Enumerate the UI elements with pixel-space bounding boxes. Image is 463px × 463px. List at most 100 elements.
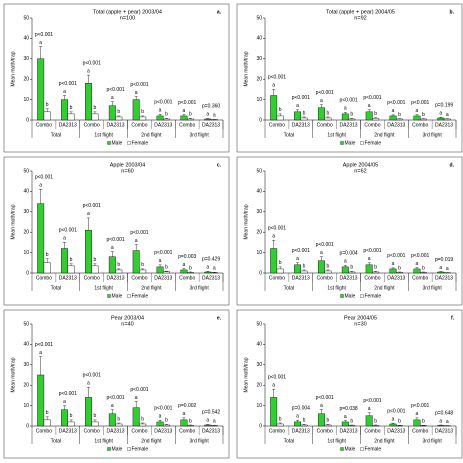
significance-letter: b [350,112,353,118]
x-tick-label: DA2313 [387,428,405,434]
p-value: p<0.001 [106,87,124,93]
y-axis-label: Mean moth/trap [243,51,249,86]
p-value: p<0.001 [35,175,53,181]
p-value: p=0.360 [202,104,220,110]
significance-letter: a [159,258,162,264]
group-label: 1st flight [94,132,113,138]
significance-letter: a [392,108,395,114]
y-tick-label: 40 [256,36,262,42]
bar [180,115,188,121]
x-tick-label: Combo [317,122,333,128]
significance-letter: b [117,262,120,268]
p-value: p<0.001 [316,242,334,248]
y-tick-label: 50 [23,15,29,21]
y-tick-label: 30 [256,362,262,368]
bar [413,115,421,121]
legend-swatch [340,294,344,298]
panel-title: Total (apple + pear) 2004/05 [326,9,395,15]
bar [180,419,188,427]
bar [341,421,349,427]
legend-label: Male [345,446,356,452]
legend-swatch [360,141,364,145]
significance-letter: a [272,383,275,389]
legend-label: Female [365,140,382,146]
p-value: p<0.001 [178,100,196,106]
p-value: p<0.001 [59,228,77,234]
y-tick-label: 50 [256,15,262,21]
bar [43,419,51,427]
significance-letter: a [135,395,138,401]
panel-frame [236,309,463,459]
legend-label: Female [365,446,382,452]
bar [163,271,171,274]
bar [210,425,218,427]
bar [204,118,212,121]
x-tick-label: DA2313 [340,122,358,128]
panel-title: Total (apple + pear) 2003/04 [93,9,162,15]
significance-letter: b [189,112,192,118]
legend-label: Male [112,446,123,452]
significance-letter: b [279,416,282,422]
bar [276,115,284,121]
significance-letter: b [303,263,306,269]
bar [294,421,302,427]
y-tick-label: 30 [23,362,29,368]
x-tick-label: Combo [179,428,195,434]
p-value: p<0.001 [411,253,429,259]
significance-letter: a [39,183,42,189]
x-tick-label: Combo [269,275,285,281]
significance-letter: a [296,103,299,109]
y-tick-label: 50 [256,321,262,327]
panel-frame [236,3,463,153]
significance-letter: b [398,112,401,118]
bar [372,118,380,121]
bar [67,113,75,121]
p-value: p<0.001 [268,375,286,381]
x-tick-label: Combo [317,275,333,281]
x-tick-label: Combo [364,122,380,128]
p-value: p<0.001 [292,95,310,101]
significance-letter: b [141,416,144,422]
bar [443,118,451,121]
panel-subtitle: n=40 [121,321,133,327]
p-value: p<0.001 [154,250,172,256]
x-tick-label: Combo [364,428,380,434]
significance-letter: a [446,112,449,118]
legend-label: Male [112,293,123,299]
significance-letter: a [320,250,323,256]
panel-label: e. [217,315,222,321]
bar [204,271,212,274]
significance-letter: b [70,257,73,263]
bar [276,423,284,427]
bar [419,272,427,274]
bar [294,111,302,121]
bar [389,115,397,121]
bar [91,265,99,274]
bar [389,268,397,274]
significance-letter: b [141,262,144,268]
legend-swatch [107,294,111,298]
x-tick-label: DA2313 [202,428,220,434]
p-value: p=0.648 [435,410,453,416]
significance-letter: a [135,90,138,96]
x-tick-label: DA2313 [107,275,125,281]
p-value: p<0.001 [106,237,124,243]
group-label: 2nd flight [141,438,162,444]
bar [163,118,171,121]
significance-letter: a [446,419,449,425]
y-tick-label: 0 [259,423,262,429]
bar [437,271,445,274]
significance-letter: a [39,40,42,46]
group-label: 1st flight [327,285,346,291]
panel-subtitle: n=30 [354,321,366,327]
x-tick-label: Combo [269,122,285,128]
bar [84,397,92,427]
p-value: p<0.001 [387,408,405,414]
significance-letter: a [213,419,216,425]
legend-label: Male [112,140,123,146]
x-tick-label: DA2313 [387,122,405,128]
p-value: p=0.429 [202,257,220,263]
bar [210,119,218,121]
significance-letter: a [296,256,299,262]
significance-letter: a [111,245,114,251]
